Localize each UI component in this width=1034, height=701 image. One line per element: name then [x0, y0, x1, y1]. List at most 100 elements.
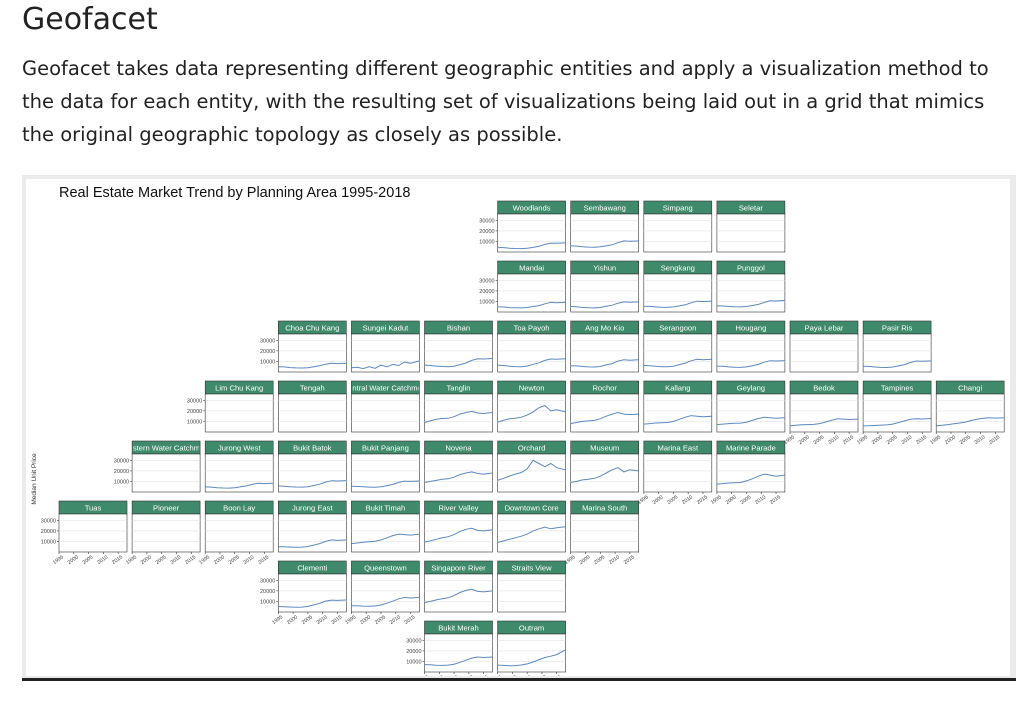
series-line — [205, 482, 274, 489]
facet-label: Sengkang — [661, 263, 695, 272]
x-tick-label: 2015 — [696, 494, 709, 506]
series-line — [351, 480, 420, 488]
x-tick-label: 1995 — [198, 554, 211, 566]
x-tick-label: 2005 — [301, 614, 314, 626]
facet-label: Sungei Kadut — [363, 323, 409, 332]
facet-plot-area — [643, 453, 713, 493]
y-tick-label: 10000 — [479, 239, 494, 245]
x-tick-label: 2000 — [505, 674, 518, 676]
y-tick-label: 20000 — [406, 649, 421, 655]
series-line — [351, 533, 420, 545]
y-tick-label: 20000 — [479, 229, 494, 235]
facet-label: Tuas — [85, 503, 102, 512]
y-tick-label: 30000 — [114, 458, 129, 464]
facet-label: Paya Lebar — [805, 323, 844, 332]
facet-plot-area — [351, 513, 420, 553]
facet-label: Museum — [590, 443, 619, 452]
facet-panel: Changi 1995 2000 2005 2010 2015 — [929, 380, 1005, 446]
series-line — [424, 588, 493, 603]
y-tick-label: 10000 — [41, 539, 56, 545]
series-line — [570, 359, 639, 368]
series-line — [570, 411, 639, 425]
x-tick-label: 2010 — [681, 494, 694, 506]
x-tick-label: 2000 — [432, 674, 445, 676]
facet-plot-area — [131, 513, 201, 553]
facet-plot-area — [131, 453, 201, 493]
y-axis-label: Median Unit Price — [31, 453, 38, 505]
facet-label: Bedok — [813, 383, 835, 392]
facet-panel: Bukit Batok — [278, 440, 347, 493]
facet-plot-area — [204, 453, 274, 493]
x-tick-label: 1995 — [856, 434, 869, 446]
y-tick-label: 30000 — [41, 518, 56, 524]
facet-panel: Sengkang — [643, 260, 713, 313]
facet-panel: Seletar — [716, 200, 786, 253]
facet-plot-area — [278, 393, 347, 433]
facet-panel: Tuas 10000 20000 30000 1995 2000 2005 2010 2015 — [41, 500, 128, 566]
x-tick-label: 2005 — [739, 494, 752, 506]
y-tick-label: 30000 — [260, 338, 275, 344]
intro-paragraph: Geofacet takes data representing differe… — [22, 57, 989, 146]
facet-label: Tengah — [300, 383, 325, 392]
facet-plot-area — [716, 393, 786, 433]
y-tick-label: 20000 — [260, 589, 275, 595]
y-tick-label: 20000 — [187, 409, 202, 415]
facet-label: Hougang — [735, 323, 766, 332]
series-line — [716, 473, 785, 485]
facet-plot-area — [351, 393, 420, 433]
facet-plot-area — [570, 513, 640, 553]
x-tick-label: 2000 — [725, 494, 738, 506]
y-tick-label: 10000 — [187, 419, 202, 425]
series-line — [570, 301, 639, 309]
x-tick-label: 2000 — [213, 554, 226, 566]
page-heading: Geofacet — [22, 2, 158, 37]
series-line — [643, 358, 712, 368]
facet-label: Orchard — [518, 443, 545, 452]
facet-panel: Punggol — [716, 260, 786, 313]
facet-plot-area — [497, 573, 566, 613]
x-tick-label: 2000 — [798, 434, 811, 446]
x-tick-label: 2005 — [82, 554, 95, 566]
facet-label: Marina South — [582, 503, 627, 512]
x-tick-label: 2005 — [520, 674, 533, 676]
facet-panel: Bedok 1995 2000 2005 2010 2015 — [783, 380, 859, 446]
x-tick-label: 2015 — [184, 554, 197, 566]
facet-label: Bukit Timah — [366, 503, 406, 512]
facet-plot-area — [278, 573, 347, 613]
series-line — [716, 360, 785, 368]
facet-panel: Bukit Timah — [351, 500, 420, 553]
facet-panel: Queenstown 1995 2000 2005 2010 2015 — [344, 560, 420, 626]
facet-panel: Yishun — [570, 260, 640, 313]
facet-panel: Hougang — [716, 320, 786, 373]
y-tick-label: 10000 — [406, 659, 421, 665]
facet-panel: Western Water Catchment 10000 20000 30000 — [114, 440, 201, 493]
series-line — [497, 242, 566, 250]
x-tick-label: 2010 — [535, 674, 548, 676]
facet-panel: Clementi 10000 20000 30000 1995 2000 2005 2010 2… — [260, 560, 347, 626]
facet-panel: Sembawang — [570, 200, 640, 253]
facet-label: Novena — [445, 443, 472, 452]
series-line — [497, 649, 566, 667]
x-tick-label: 2015 — [915, 434, 928, 446]
x-tick-label: 1995 — [637, 494, 650, 506]
facet-panel: Sungei Kadut — [351, 320, 420, 373]
x-tick-label: 2015 — [988, 434, 1001, 446]
x-tick-label: 2015 — [477, 674, 490, 676]
series-line — [424, 410, 493, 423]
facet-panel: Pioneer 1995 2000 2005 2010 2015 — [125, 500, 201, 566]
x-tick-label: 1995 — [564, 554, 577, 566]
facet-panel: Museum — [570, 440, 640, 493]
facet-label: Bukit Panjang — [362, 443, 409, 452]
series-line — [351, 360, 420, 370]
x-tick-label: 1995 — [929, 434, 942, 446]
y-tick-label: 20000 — [114, 469, 129, 475]
facet-label: Outram — [519, 623, 544, 632]
facet-plot-area — [570, 393, 640, 433]
facet-panel: Bishan — [424, 320, 493, 373]
facet-panel: Toa Payoh — [497, 320, 566, 373]
facet-label: Mandai — [519, 263, 544, 272]
x-tick-label: 2005 — [447, 674, 460, 676]
facet-plot-area — [862, 393, 932, 433]
series-line — [716, 416, 785, 426]
x-tick-label: 2000 — [871, 434, 884, 446]
